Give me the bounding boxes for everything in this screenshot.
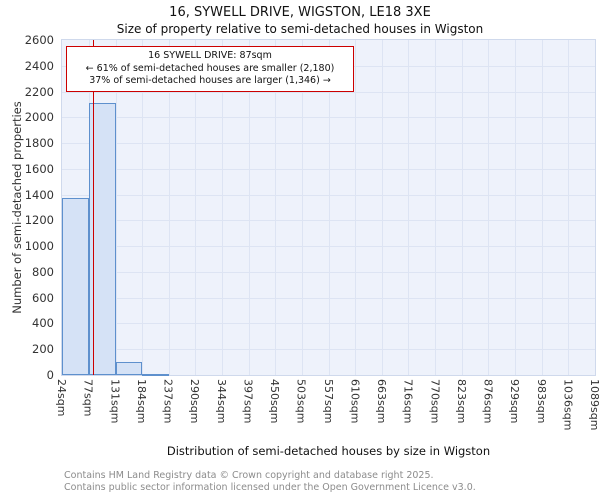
y-tick-label: 200 bbox=[32, 342, 54, 357]
y-tick-label: 1000 bbox=[24, 239, 54, 254]
h-gridline bbox=[62, 297, 595, 299]
x-tick-label: 770sqm bbox=[428, 379, 442, 424]
h-gridline bbox=[62, 91, 595, 93]
histogram-bar bbox=[115, 362, 143, 375]
y-tick-label: 2600 bbox=[24, 33, 54, 47]
chart-title: 16, SYWELL DRIVE, WIGSTON, LE18 3XE bbox=[169, 5, 431, 20]
footer-line-2: Contains public sector information licen… bbox=[64, 481, 476, 493]
property-marker-line bbox=[92, 40, 95, 375]
h-gridline bbox=[62, 220, 595, 222]
y-tick-label: 1400 bbox=[24, 187, 54, 202]
annotation-smaller-line: ← 61% of semi-detached houses are smalle… bbox=[85, 62, 335, 74]
v-gridline bbox=[435, 40, 437, 375]
y-tick-label: 600 bbox=[32, 290, 54, 305]
h-gridline bbox=[62, 194, 595, 196]
h-gridline bbox=[62, 117, 595, 119]
footer: Contains HM Land Registry data © Crown c… bbox=[64, 470, 476, 493]
y-tick-label: 1800 bbox=[24, 136, 54, 151]
x-tick-label: 77sqm bbox=[81, 379, 95, 417]
y-tick-label: 0 bbox=[46, 368, 54, 382]
v-gridline bbox=[275, 40, 277, 375]
x-tick-label: 344sqm bbox=[215, 379, 229, 424]
x-axis-label: Distribution of semi-detached houses by … bbox=[166, 444, 491, 458]
x-tick-label: 397sqm bbox=[241, 379, 255, 424]
y-tick-label: 2400 bbox=[24, 58, 54, 73]
histogram-bar bbox=[142, 373, 169, 376]
v-gridline bbox=[301, 40, 303, 375]
v-gridline bbox=[408, 40, 410, 375]
v-gridline bbox=[115, 40, 117, 375]
v-gridline bbox=[222, 40, 224, 375]
chart-subtitle: Size of property relative to semi-detach… bbox=[116, 22, 484, 36]
histogram-bar bbox=[62, 198, 89, 375]
v-gridline bbox=[168, 40, 170, 375]
x-tick-label: 983sqm bbox=[534, 379, 548, 424]
y-tick-label: 1200 bbox=[24, 213, 54, 228]
x-tick-label: 131sqm bbox=[108, 379, 122, 424]
v-gridline bbox=[541, 40, 543, 375]
x-tick-label: 823sqm bbox=[454, 379, 468, 424]
v-gridline bbox=[461, 40, 463, 375]
x-tick-label: 503sqm bbox=[294, 379, 308, 424]
footer-line-1: Contains HM Land Registry data © Crown c… bbox=[64, 470, 434, 481]
v-gridline bbox=[488, 40, 490, 375]
annotation-property-line: 16 SYWELL DRIVE: 87sqm bbox=[148, 50, 272, 61]
y-tick-label: 1600 bbox=[24, 161, 54, 176]
v-gridline bbox=[381, 40, 383, 375]
x-tick-label: 450sqm bbox=[268, 379, 282, 424]
x-tick-label: 1089sqm bbox=[588, 379, 600, 431]
x-tick-label: 663sqm bbox=[374, 379, 388, 424]
v-gridline bbox=[195, 40, 197, 375]
x-tick-label: 290sqm bbox=[188, 379, 202, 424]
x-tick-label: 557sqm bbox=[321, 379, 335, 424]
h-gridline bbox=[62, 323, 595, 325]
x-tick-label: 929sqm bbox=[507, 379, 521, 424]
h-gridline bbox=[62, 168, 595, 170]
v-gridline bbox=[248, 40, 250, 375]
x-tick-label: 237sqm bbox=[161, 379, 175, 424]
x-tick-label: 716sqm bbox=[401, 379, 415, 424]
h-gridline bbox=[62, 271, 595, 273]
plot-area: 16 SYWELL DRIVE: 87sqm ← 61% of semi-det… bbox=[61, 39, 596, 376]
v-gridline bbox=[514, 40, 516, 375]
v-gridline bbox=[328, 40, 330, 375]
x-tick-label: 610sqm bbox=[348, 379, 362, 424]
h-gridline bbox=[62, 246, 595, 248]
annotation-box: 16 SYWELL DRIVE: 87sqm ← 61% of semi-det… bbox=[66, 46, 354, 92]
v-gridline bbox=[568, 40, 570, 375]
h-gridline bbox=[62, 143, 595, 145]
y-tick-label: 2000 bbox=[24, 110, 54, 125]
y-tick-label: 800 bbox=[32, 264, 54, 279]
y-tick-label: 2200 bbox=[24, 84, 54, 99]
v-gridline bbox=[142, 40, 144, 375]
x-tick-label: 184sqm bbox=[135, 379, 149, 424]
x-tick-label: 1036sqm bbox=[561, 379, 575, 431]
v-gridline bbox=[355, 40, 357, 375]
annotation-larger-line: 37% of semi-detached houses are larger (… bbox=[89, 75, 331, 86]
y-tick-label: 400 bbox=[32, 316, 54, 331]
h-gridline bbox=[62, 349, 595, 351]
x-tick-label: 24sqm bbox=[55, 379, 68, 417]
x-tick-label: 876sqm bbox=[481, 379, 495, 424]
